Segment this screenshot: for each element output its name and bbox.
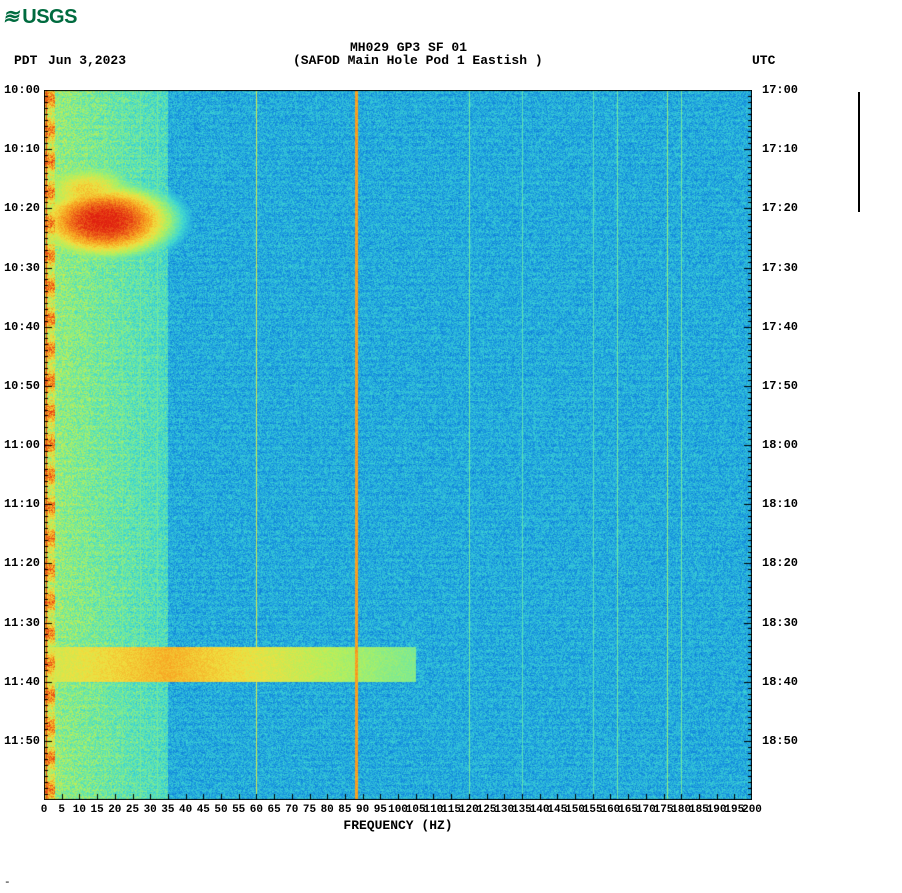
ytick-right: 18:50 bbox=[762, 734, 798, 748]
ytick-right: 18:40 bbox=[762, 675, 798, 689]
title-line2: (SAFOD Main Hole Pod 1 Eastish ) bbox=[293, 53, 543, 68]
spectrogram-plot bbox=[44, 90, 752, 800]
ytick-left: 11:10 bbox=[0, 497, 40, 511]
xtick: 25 bbox=[126, 804, 139, 816]
xtick: 85 bbox=[338, 804, 351, 816]
xtick: 30 bbox=[144, 804, 157, 816]
ytick-right: 17:20 bbox=[762, 201, 798, 215]
ytick-left: 11:00 bbox=[0, 438, 40, 452]
ytick-right: 18:30 bbox=[762, 616, 798, 630]
ytick-right: 17:50 bbox=[762, 379, 798, 393]
xtick: 65 bbox=[267, 804, 280, 816]
ytick-left: 10:50 bbox=[0, 379, 40, 393]
xtick: 95 bbox=[374, 804, 387, 816]
xtick: 20 bbox=[108, 804, 121, 816]
ytick-right: 18:20 bbox=[762, 556, 798, 570]
xtick: 70 bbox=[285, 804, 298, 816]
ytick-left: 11:30 bbox=[0, 616, 40, 630]
xtick: 35 bbox=[161, 804, 174, 816]
xtick: 45 bbox=[197, 804, 210, 816]
ytick-left: 11:50 bbox=[0, 734, 40, 748]
ytick-left: 10:00 bbox=[0, 83, 40, 97]
ytick-left: 10:30 bbox=[0, 261, 40, 275]
xtick: 200 bbox=[742, 804, 762, 816]
ytick-left: 11:40 bbox=[0, 675, 40, 689]
xtick: 80 bbox=[321, 804, 334, 816]
ytick-left: 10:40 bbox=[0, 320, 40, 334]
side-bar-mark bbox=[858, 92, 860, 212]
xtick: 55 bbox=[232, 804, 245, 816]
ytick-right: 18:00 bbox=[762, 438, 798, 452]
xtick: 50 bbox=[214, 804, 227, 816]
left-timezone: PDT bbox=[14, 53, 37, 68]
xtick: 15 bbox=[90, 804, 103, 816]
date-label: Jun 3,2023 bbox=[48, 53, 126, 68]
xtick: 75 bbox=[303, 804, 316, 816]
ytick-left: 11:20 bbox=[0, 556, 40, 570]
usgs-logo: ≋USGS bbox=[4, 4, 77, 29]
xtick: 5 bbox=[58, 804, 65, 816]
ytick-right: 17:40 bbox=[762, 320, 798, 334]
ytick-right: 17:00 bbox=[762, 83, 798, 97]
xtick: 0 bbox=[41, 804, 48, 816]
xtick: 60 bbox=[250, 804, 263, 816]
xtick: 90 bbox=[356, 804, 369, 816]
ytick-left: 10:20 bbox=[0, 201, 40, 215]
ytick-right: 18:10 bbox=[762, 497, 798, 511]
corner-mark: - bbox=[4, 877, 11, 889]
x-axis-label: FREQUENCY (HZ) bbox=[343, 818, 452, 833]
ytick-right: 17:10 bbox=[762, 142, 798, 156]
xtick: 10 bbox=[73, 804, 86, 816]
ytick-right: 17:30 bbox=[762, 261, 798, 275]
right-timezone: UTC bbox=[752, 53, 775, 68]
ytick-left: 10:10 bbox=[0, 142, 40, 156]
xtick: 40 bbox=[179, 804, 192, 816]
